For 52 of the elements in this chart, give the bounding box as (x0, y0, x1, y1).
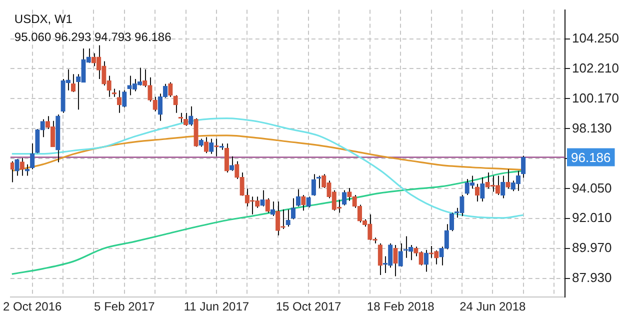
candlestick (204, 136, 209, 154)
x-tick-label: 5 Feb 2017 (94, 300, 156, 314)
candlestick (480, 176, 485, 202)
candlestick (122, 90, 127, 108)
candlestick (116, 90, 122, 114)
text: 95.060 96.293 94.793 96.186 (14, 30, 172, 44)
candlestick (142, 68, 148, 88)
candlestick (393, 244, 398, 277)
candlestick (229, 156, 234, 172)
y-tick-label: 87.930 (572, 270, 612, 286)
candlestick (224, 143, 230, 174)
candlestick (14, 158, 20, 176)
candlestick (183, 112, 188, 126)
y-tick-label: 94.050 (572, 180, 612, 196)
y-tick-label: 104.250 (572, 30, 619, 46)
candlestick (290, 198, 296, 220)
candlestick (10, 160, 14, 183)
x-tick-label: 18 Feb 2018 (366, 300, 435, 314)
candlestick (500, 175, 506, 199)
candlestick (270, 200, 276, 217)
candlestick (474, 183, 480, 202)
ref-line-label: 96.186 (571, 150, 611, 165)
x-tick-label: 2 Oct 2016 (2, 300, 62, 314)
candlestick (424, 249, 429, 272)
candlestick (301, 194, 306, 212)
candlestick (152, 96, 158, 112)
candlestick (188, 106, 194, 126)
candlestick (168, 82, 173, 98)
y-tick-label: 92.010 (572, 210, 612, 226)
y-tick-label: 102.210 (572, 60, 619, 76)
candlestick (296, 188, 301, 207)
y-tick-label: 100.170 (572, 90, 619, 106)
y-tick-label: 89.970 (572, 240, 612, 256)
candlestick (148, 76, 152, 102)
x-tick-label: 24 Jun 2018 (460, 300, 526, 314)
candlestick (342, 190, 347, 206)
candlestick (30, 143, 35, 170)
candlestick (306, 196, 311, 208)
candlestick (20, 157, 24, 176)
chart-title: USDX, W1 (14, 12, 73, 26)
line-series (11, 117, 524, 219)
candlestick (506, 168, 510, 190)
x-tick-label: 11 Jun 2017 (184, 300, 250, 314)
candlestick (286, 209, 290, 228)
y-tick-label: 98.130 (572, 120, 612, 136)
candlestick (209, 138, 214, 154)
candlestick (173, 94, 178, 114)
candlestick (70, 74, 76, 92)
x-tick-label: 15 Oct 2017 (276, 300, 342, 314)
candlestick (260, 190, 265, 207)
candlestick (378, 242, 382, 276)
candlestick (521, 155, 526, 178)
